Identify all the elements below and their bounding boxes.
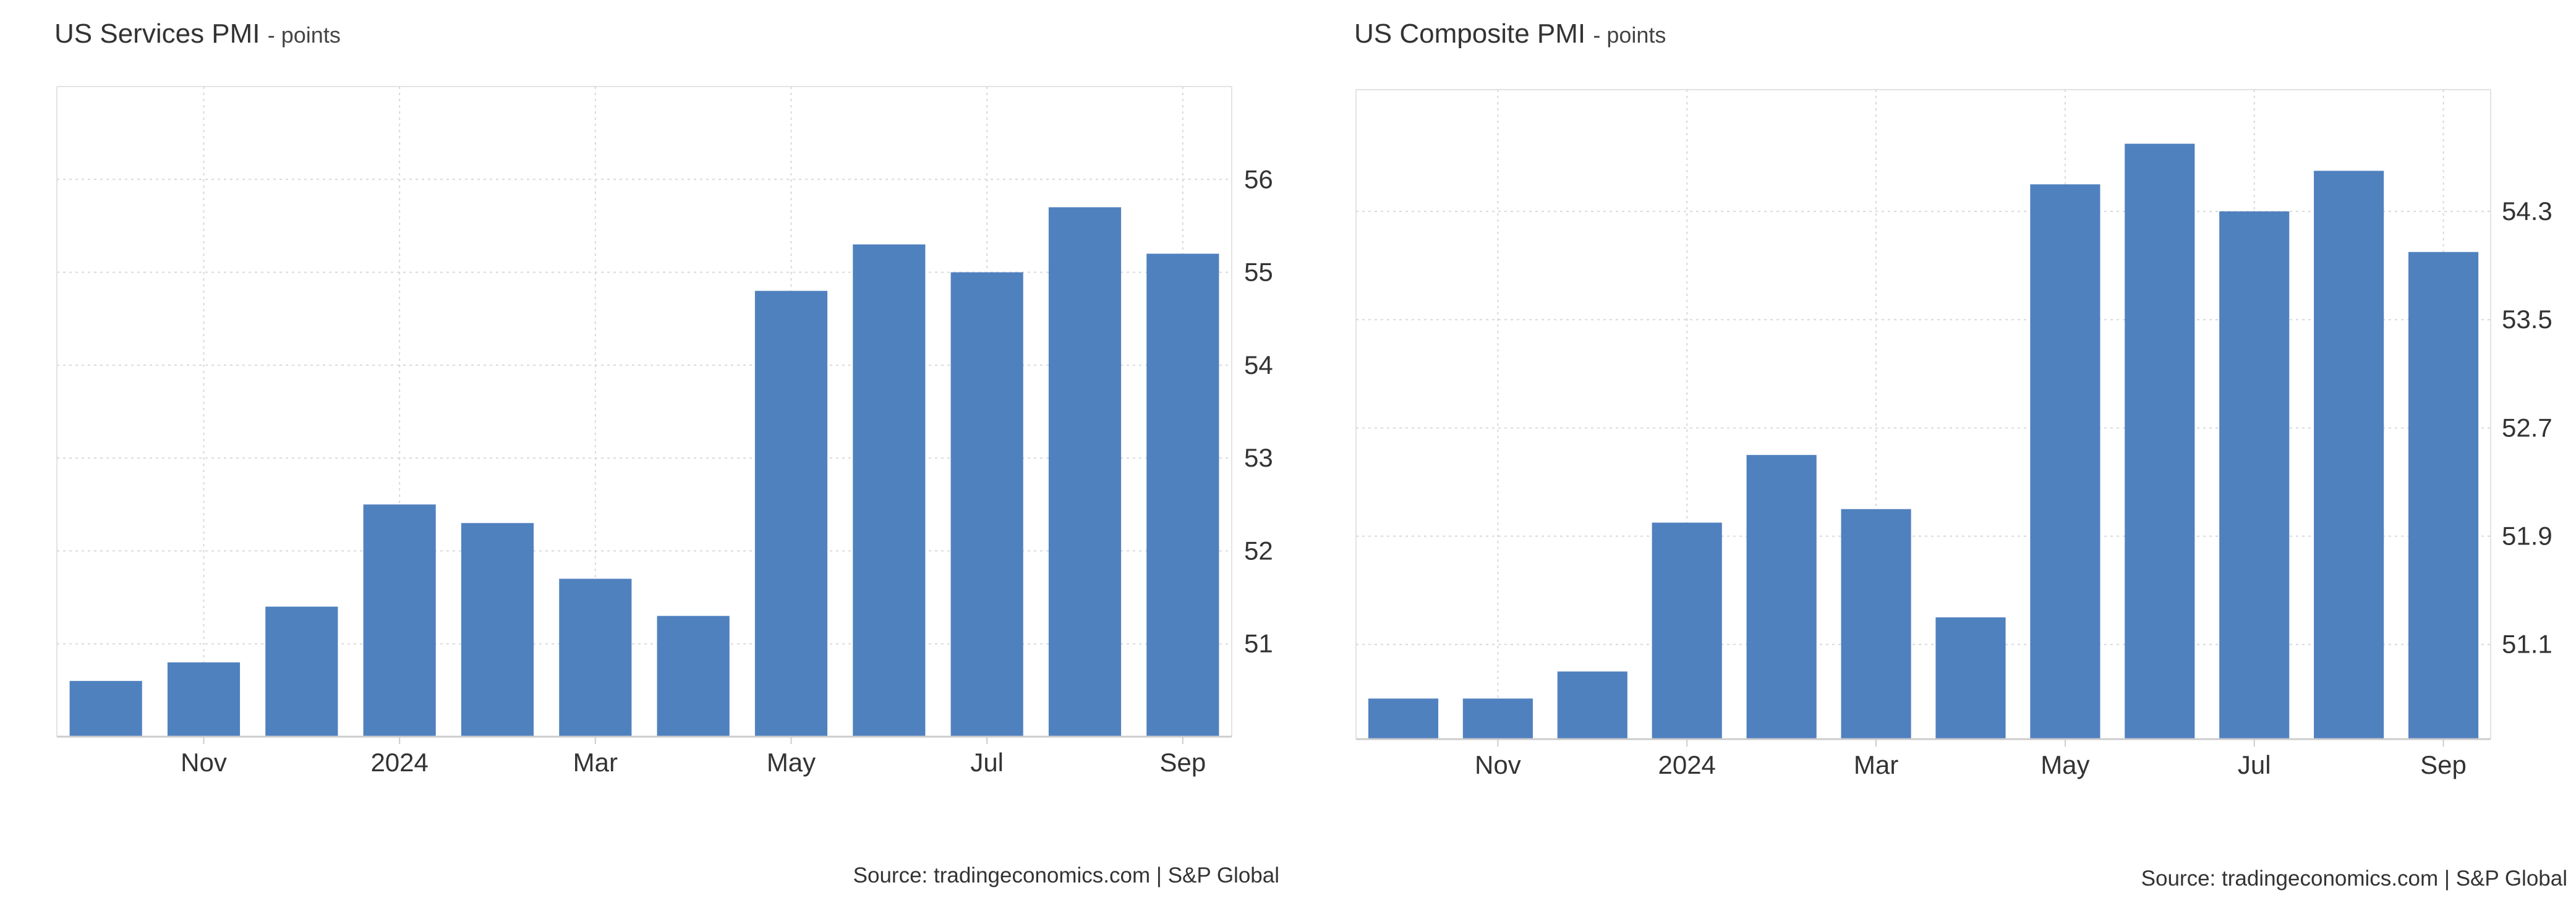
composite-y-tick-label: 52.7 bbox=[2502, 413, 2553, 442]
composite-bar bbox=[1652, 522, 1722, 739]
services-x-tick-label: 2024 bbox=[370, 748, 428, 777]
composite-title-text: US Composite PMI bbox=[1354, 19, 1586, 49]
services-bar bbox=[1048, 207, 1122, 737]
composite-x-tick-label: 2024 bbox=[1658, 750, 1715, 779]
composite-bar bbox=[2408, 252, 2479, 739]
composite-bar bbox=[2314, 171, 2384, 739]
composite-unit-label: - points bbox=[1593, 22, 1666, 48]
composite-bar bbox=[1935, 617, 2006, 739]
services-pmi-panel: US Services PMI - points 51 52 53 54 55 56 Nov… bbox=[54, 19, 1279, 887]
services-bar bbox=[657, 616, 730, 737]
composite-x-tick-label: Sep bbox=[2420, 750, 2467, 779]
services-y-tick-label: 54 bbox=[1244, 350, 1273, 379]
services-x-tick-label: May bbox=[767, 748, 816, 777]
services-x-tick-label: Sep bbox=[1159, 748, 1206, 777]
services-chart-title: US Services PMI - points bbox=[54, 19, 341, 49]
composite-source-note: Source: tradingeconomics.com | S&P Globa… bbox=[2141, 866, 2567, 891]
services-bar bbox=[754, 290, 828, 737]
composite-bar bbox=[1746, 455, 1817, 739]
composite-bar bbox=[1841, 509, 1911, 739]
composite-y-tick-label: 53.5 bbox=[2502, 305, 2553, 334]
services-y-tick-label: 56 bbox=[1244, 164, 1273, 193]
composite-bar bbox=[1462, 698, 1533, 739]
composite-bar-chart: 51.1 51.9 52.7 53.5 54.3 Nov 2024 Mar May Jul Sep bbox=[1355, 89, 2553, 779]
services-x-tick-label: Jul bbox=[970, 748, 1004, 777]
composite-bar bbox=[1368, 698, 1439, 739]
composite-x-tick-label: Jul bbox=[2238, 750, 2271, 779]
services-y-tick-label: 52 bbox=[1244, 536, 1273, 565]
composite-bar bbox=[2219, 211, 2290, 739]
services-bar bbox=[559, 578, 632, 737]
composite-x-tick-label: Mar bbox=[1854, 750, 1898, 779]
composite-bar bbox=[1557, 671, 1627, 739]
services-y-tick-label: 55 bbox=[1244, 258, 1273, 287]
services-bar bbox=[461, 523, 534, 737]
composite-x-tick-label: May bbox=[2041, 750, 2089, 779]
composite-y-tick-label: 51.1 bbox=[2502, 630, 2553, 659]
services-x-tick-label: Mar bbox=[573, 748, 618, 777]
services-source-note: Source: tradingeconomics.com | S&P Globa… bbox=[853, 863, 1279, 887]
composite-y-tick-label: 51.9 bbox=[2502, 522, 2553, 551]
services-unit-text: points bbox=[281, 22, 341, 48]
composite-chart-title: US Composite PMI - points bbox=[1354, 19, 1666, 49]
services-bar bbox=[265, 606, 338, 737]
services-bar bbox=[853, 244, 926, 737]
services-x-tick-label: Nov bbox=[181, 748, 227, 777]
services-bar bbox=[69, 680, 142, 737]
composite-pmi-panel: US Composite PMI - points 51.1 51.9 52.7 53… bbox=[1288, 0, 2576, 906]
composite-bar bbox=[2125, 143, 2195, 740]
services-bar bbox=[1146, 253, 1219, 737]
services-bar bbox=[950, 272, 1023, 737]
composite-bar bbox=[2030, 184, 2100, 739]
services-y-tick-label: 53 bbox=[1244, 443, 1273, 472]
composite-y-tick-label: 54.3 bbox=[2502, 197, 2553, 226]
services-bar bbox=[363, 504, 436, 737]
services-unit-label: - points bbox=[267, 22, 341, 48]
services-y-tick-label: 51 bbox=[1244, 629, 1273, 658]
services-bar-chart: 51 52 53 54 55 56 Nov 2024 Mar May Jul Sep bbox=[56, 86, 1273, 777]
services-bar bbox=[167, 662, 241, 737]
composite-unit-text: points bbox=[1606, 22, 1666, 48]
composite-x-tick-label: Nov bbox=[1475, 750, 1521, 779]
services-title-text: US Services PMI bbox=[54, 19, 260, 49]
